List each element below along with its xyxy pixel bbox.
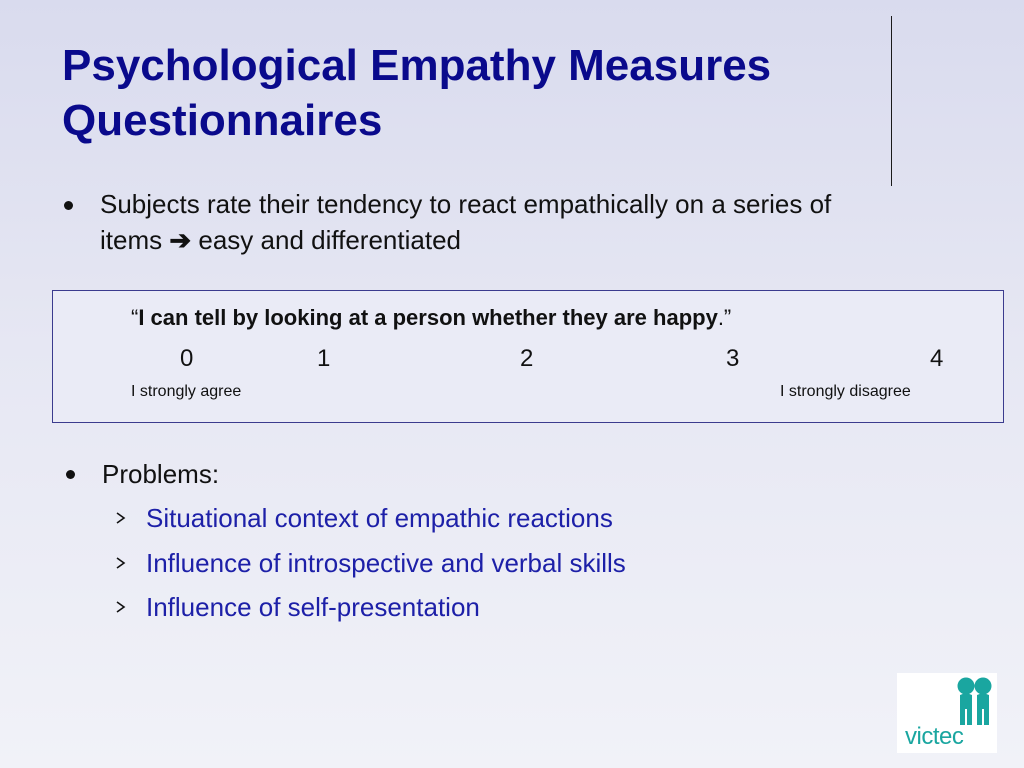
scale-statement-text: I can tell by looking at a person whethe… — [138, 305, 718, 330]
scale-right-anchor: I strongly disagree — [780, 383, 911, 400]
scale-value-4: 4 — [930, 345, 944, 372]
bullet-subjects-items: items — [100, 225, 163, 255]
close-quote: .” — [717, 305, 732, 330]
bullet-subjects: Subjects rate their tendency to react em… — [100, 186, 960, 258]
scale-left-anchor: I strongly agree — [131, 383, 242, 400]
bullet-subjects-line1: Subjects rate their tendency to react em… — [100, 189, 832, 219]
vertical-divider — [891, 16, 892, 186]
slide-title: Psychological Empathy Measures Questionn… — [62, 41, 772, 145]
scale-statement: “I can tell by looking at a person wheth… — [131, 305, 731, 331]
bullet-subjects-tail: easy and differentiated — [198, 225, 461, 255]
chevron-right-icon — [116, 601, 126, 613]
right-arrow-icon: ➔ — [169, 225, 192, 255]
chevron-right-icon — [116, 512, 126, 524]
rating-scale-box: “I can tell by looking at a person wheth… — [52, 290, 1004, 423]
victec-figures-icon — [957, 677, 992, 725]
scale-value-1: 1 — [317, 345, 331, 372]
bullet-dot — [66, 470, 75, 479]
scale-value-3: 3 — [726, 345, 740, 372]
bullet-dot — [64, 201, 73, 210]
subbullet-text: Influence of introspective and verbal sk… — [146, 548, 626, 578]
scale-value-0: 0 — [180, 345, 194, 372]
scale-value-2: 2 — [520, 345, 534, 372]
subbullet-text: Influence of self-presentation — [146, 592, 480, 622]
open-quote: “ — [131, 305, 139, 330]
subbullet-text: Situational context of empathic reaction… — [146, 503, 613, 533]
bullet-problems: Problems: — [102, 459, 220, 489]
chevron-right-icon — [116, 557, 126, 569]
victec-logo: victec — [897, 673, 997, 753]
victec-logo-text: victec — [905, 723, 964, 750]
